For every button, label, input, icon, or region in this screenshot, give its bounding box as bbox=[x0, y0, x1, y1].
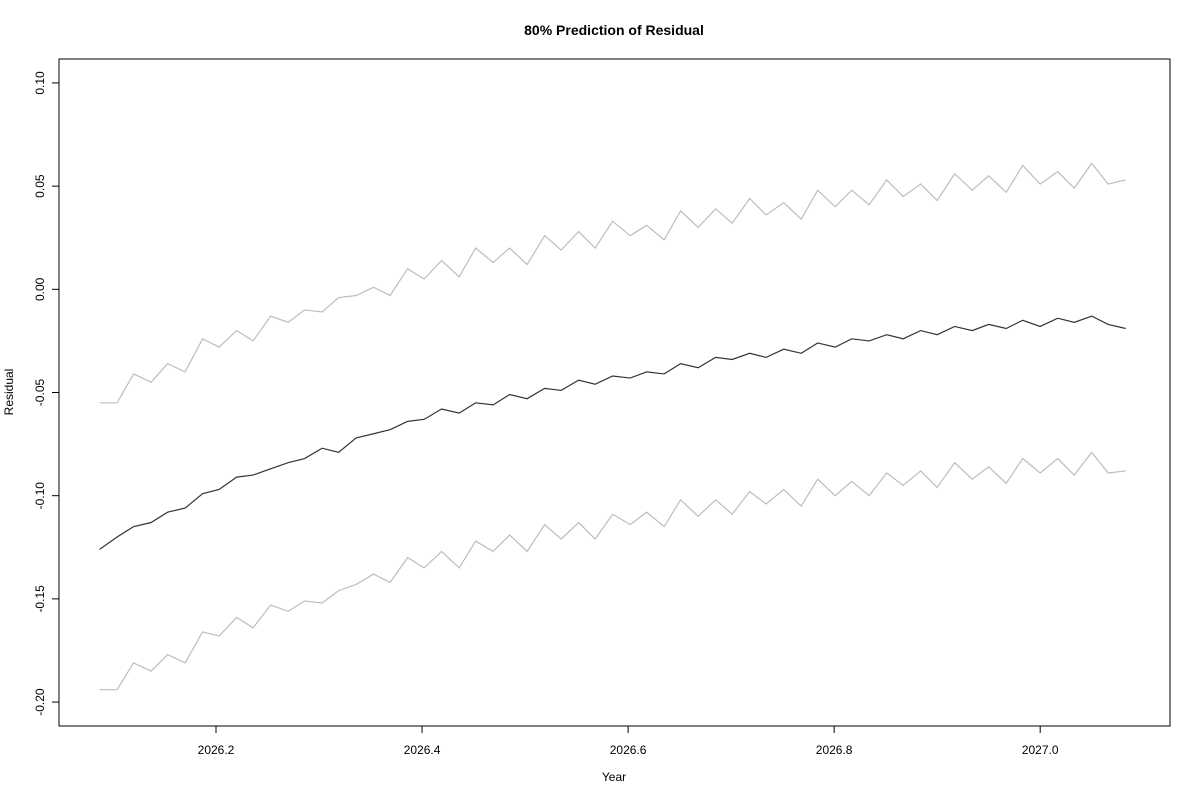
x-tick-label: 2026.4 bbox=[404, 743, 441, 757]
x-tick-label: 2027.0 bbox=[1022, 743, 1059, 757]
y-tick-label: 0.05 bbox=[33, 174, 47, 198]
series-line bbox=[99, 315, 1126, 550]
series-line bbox=[99, 451, 1126, 691]
x-axis-label: Year bbox=[602, 770, 626, 784]
y-tick-label: -0.20 bbox=[33, 688, 47, 716]
y-tick-label: -0.10 bbox=[33, 482, 47, 510]
y-axis-label: Residual bbox=[2, 369, 16, 416]
y-tick-label: 0.10 bbox=[33, 71, 47, 95]
y-tick-label: -0.15 bbox=[33, 585, 47, 613]
y-tick-label: -0.05 bbox=[33, 379, 47, 407]
y-tick-label: 0.00 bbox=[33, 277, 47, 301]
x-tick-label: 2026.2 bbox=[198, 743, 235, 757]
chart-title: 80% Prediction of Residual bbox=[524, 22, 704, 38]
series-line bbox=[99, 162, 1126, 404]
x-tick-label: 2026.6 bbox=[610, 743, 647, 757]
x-tick-label: 2026.8 bbox=[816, 743, 853, 757]
